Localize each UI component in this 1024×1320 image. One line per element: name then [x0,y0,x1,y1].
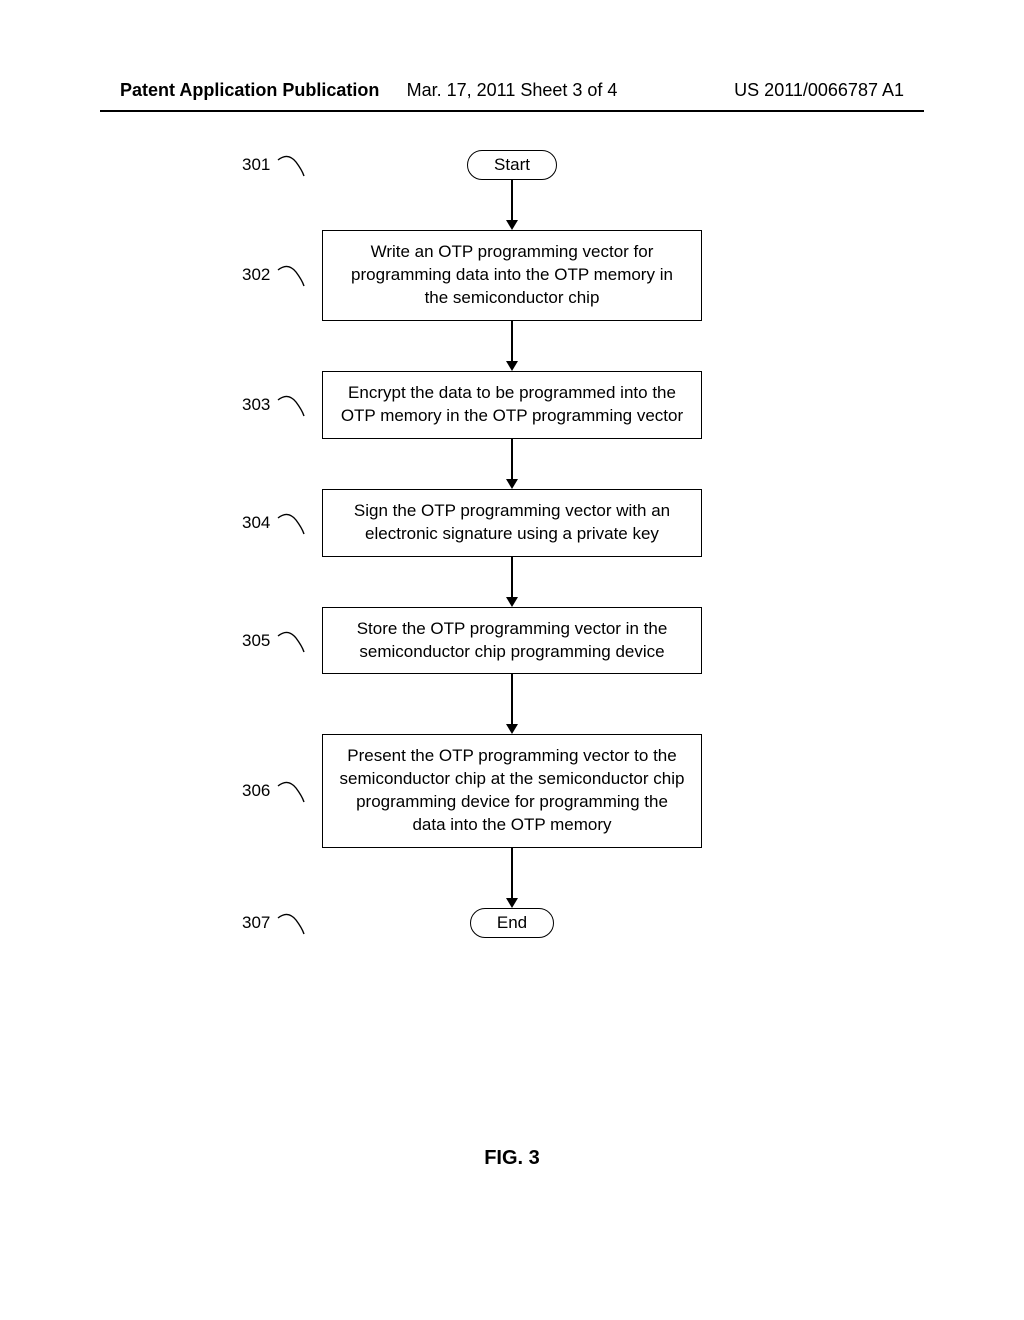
header-rule [100,110,924,112]
connector-line [511,321,513,361]
leader-swash-icon [276,150,306,180]
flow-node-row: 301 Start [0,150,1024,180]
node-label: 302 [242,265,270,285]
flow-node-row: 305 Store the OTP programming vector in t… [0,607,1024,675]
connector-line [511,180,513,220]
process-box: Encrypt the data to be programmed into t… [322,371,702,439]
node-label: 301 [242,155,270,175]
header-center: Mar. 17, 2011 Sheet 3 of 4 [407,80,618,101]
arrowhead-icon [506,724,518,734]
arrowhead-icon [506,220,518,230]
process-box: Write an OTP programming vector for prog… [322,230,702,321]
node-label: 307 [242,913,270,933]
connector-line [511,674,513,724]
node-label: 306 [242,781,270,801]
arrowhead-icon [506,479,518,489]
process-box: Store the OTP programming vector in the … [322,607,702,675]
start-terminal: Start [467,150,557,180]
leader-swash-icon [276,390,306,420]
leader-swash-icon [276,626,306,656]
flow-node-row: 306 Present the OTP programming vector to… [0,734,1024,848]
connector-line [511,439,513,479]
flow-node-row: 304 Sign the OTP programming vector with … [0,489,1024,557]
flow-connector [506,848,518,908]
figure-label: FIG. 3 [0,1147,1024,1170]
arrowhead-icon [506,361,518,371]
node-label: 305 [242,631,270,651]
flow-node-row: 303 Encrypt the data to be programmed int… [0,371,1024,439]
arrowhead-icon [506,898,518,908]
leader-swash-icon [276,508,306,538]
connector-line [511,557,513,597]
leader-swash-icon [276,776,306,806]
process-box: Present the OTP programming vector to th… [322,734,702,848]
arrowhead-icon [506,597,518,607]
node-label: 303 [242,395,270,415]
flow-connector [506,674,518,734]
flow-connector [506,557,518,607]
header-left: Patent Application Publication [120,80,379,101]
page: Patent Application Publication Mar. 17, … [0,0,1024,1320]
connector-line [511,848,513,898]
leader-swash-icon [276,908,306,938]
header-right: US 2011/0066787 A1 [734,80,904,101]
page-header: Patent Application Publication Mar. 17, … [0,80,1024,101]
end-terminal: End [470,908,554,938]
leader-swash-icon [276,260,306,290]
flow-connector [506,321,518,371]
flow-connector [506,180,518,230]
process-box: Sign the OTP programming vector with an … [322,489,702,557]
node-label: 304 [242,513,270,533]
flow-node-row: 302 Write an OTP programming vector for p… [0,230,1024,321]
flow-connector [506,439,518,489]
flowchart: 301 Start 302 Write an OTP programming vect… [0,150,1024,938]
flow-node-row: 307 End [0,908,1024,938]
